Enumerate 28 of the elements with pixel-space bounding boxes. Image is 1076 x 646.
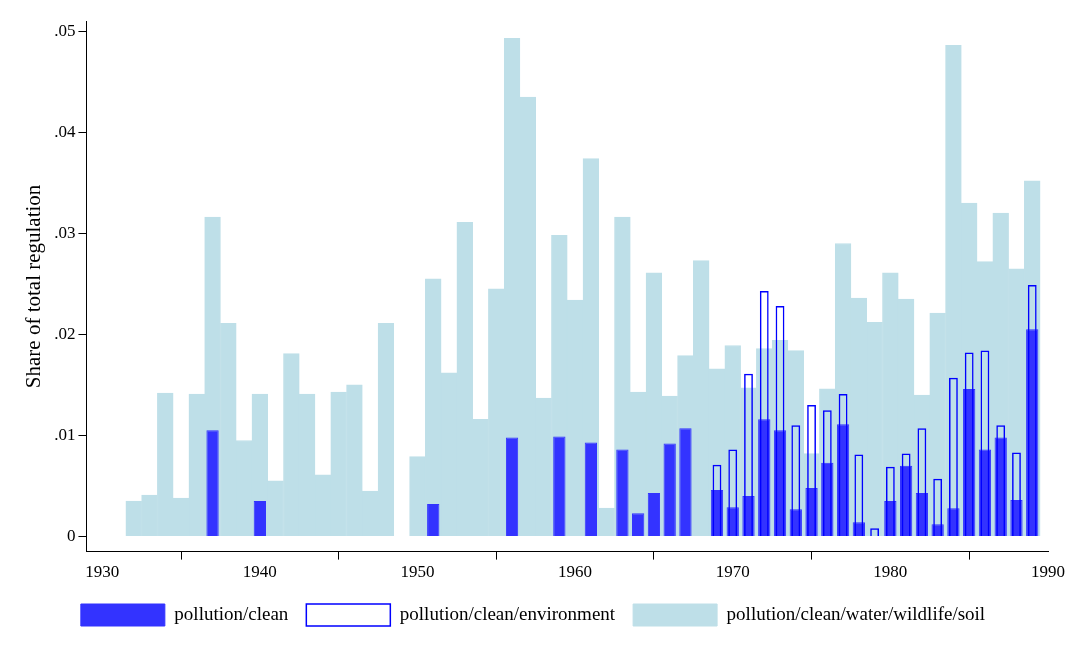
bar <box>647 493 661 536</box>
x-tick-label: 1930 <box>85 562 120 582</box>
bar <box>616 449 629 536</box>
x-tick-label: 1990 <box>1031 562 1065 582</box>
bar <box>663 443 676 536</box>
x-tick-label: 1960 <box>558 562 593 582</box>
bar <box>553 436 566 536</box>
y-axis-title: Share of total regulation <box>21 184 46 389</box>
y-tick-label: .03 <box>54 222 76 242</box>
bar <box>427 504 440 536</box>
legend-label: pollution/clean/water/wildlife/soil <box>726 602 986 624</box>
bar <box>253 501 266 536</box>
x-tick-label: 1970 <box>715 562 750 582</box>
bar <box>505 437 519 536</box>
y-tick-label: .04 <box>54 121 76 141</box>
bar <box>584 442 598 536</box>
bar <box>679 428 692 536</box>
legend-label: pollution/clean/environment <box>399 602 616 624</box>
y-tick-label: 0 <box>66 525 76 545</box>
bar <box>632 513 645 536</box>
bar <box>206 430 219 536</box>
x-tick-label: 1950 <box>400 562 435 582</box>
y-tick-label: .02 <box>54 323 76 343</box>
legend-label: pollution/clean <box>174 602 289 624</box>
x-tick-label: 1980 <box>873 562 908 582</box>
y-tick-label: .05 <box>54 20 76 40</box>
y-tick-label: .01 <box>54 424 76 444</box>
x-tick-label: 1940 <box>242 562 277 582</box>
